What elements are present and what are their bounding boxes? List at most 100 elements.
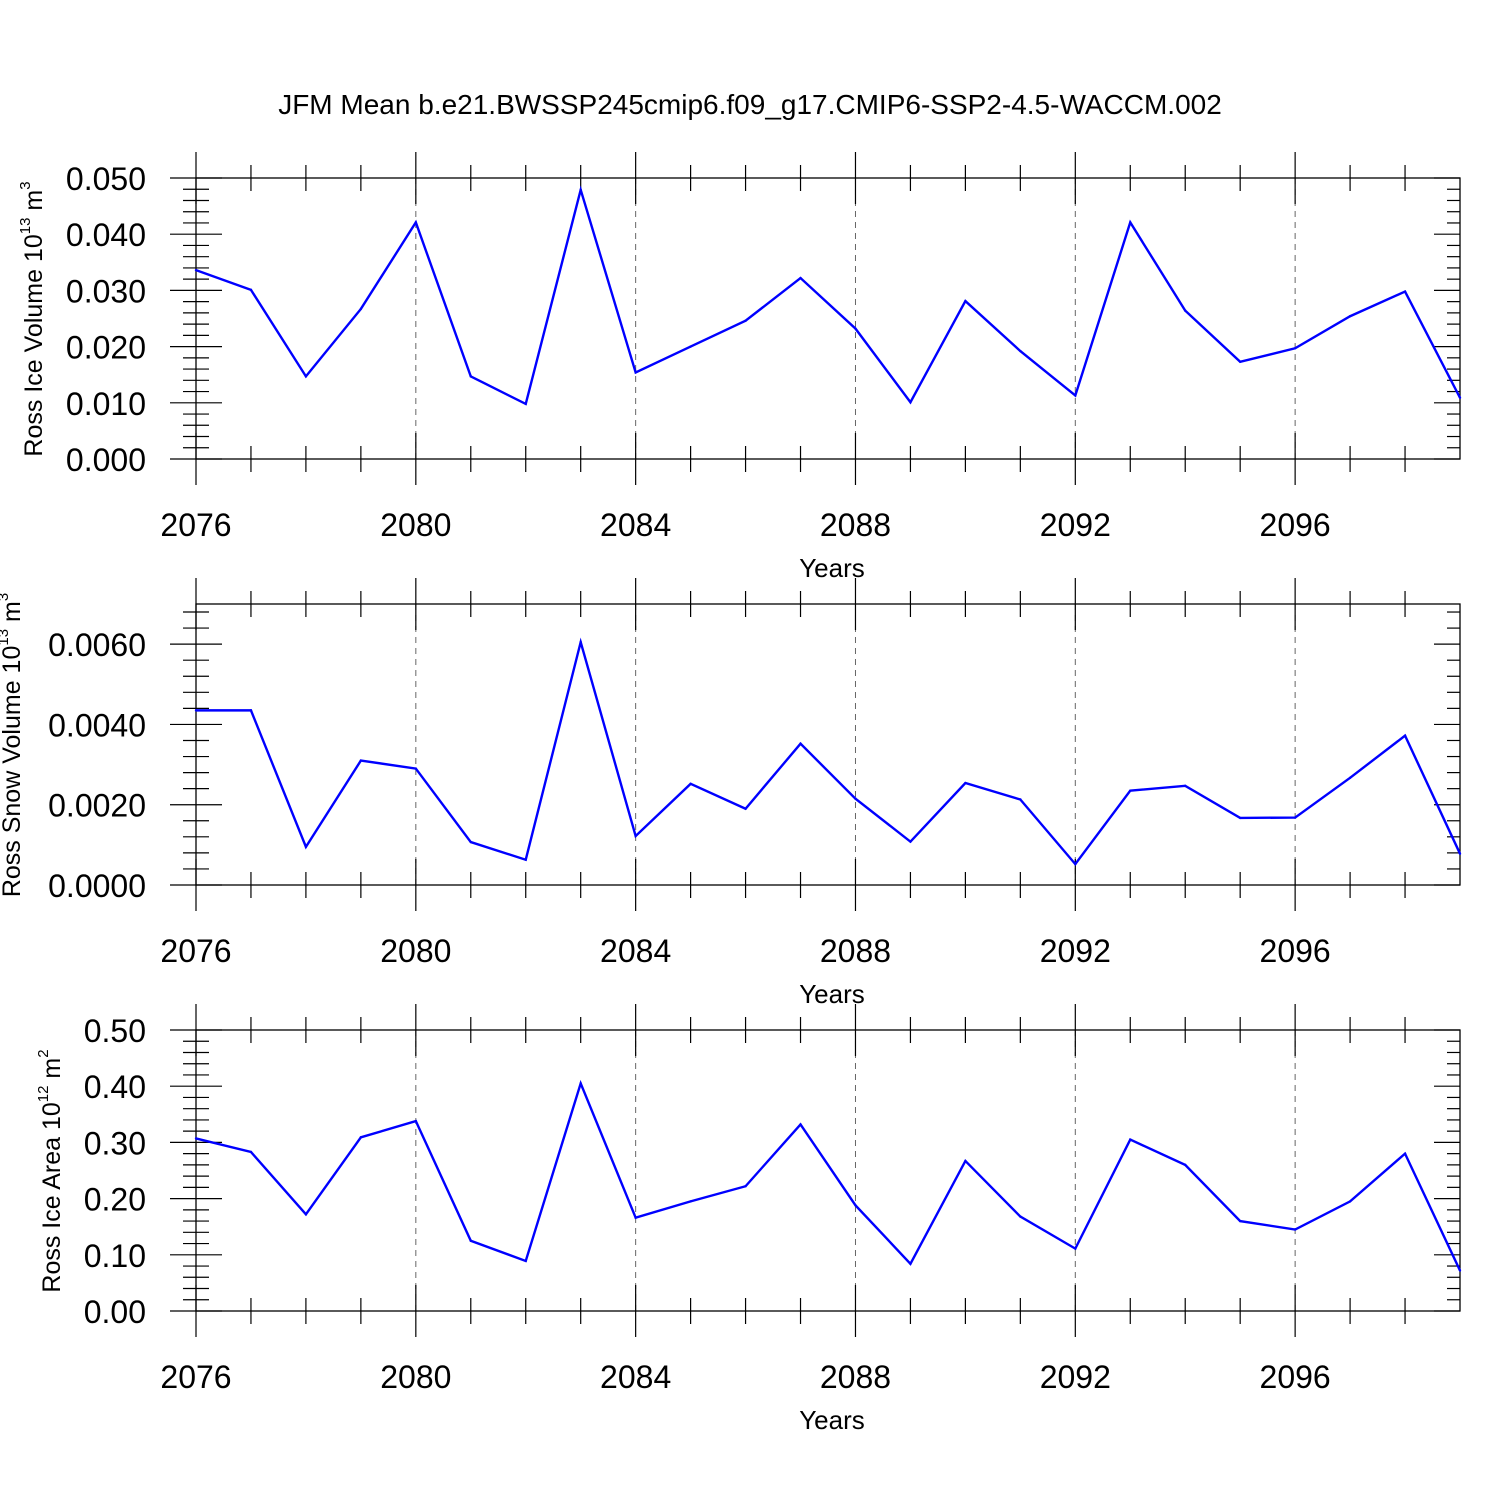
- x-tick-label: 2088: [820, 507, 891, 543]
- data-point: [689, 345, 692, 348]
- data-point: [799, 276, 802, 280]
- data-point: [249, 288, 253, 292]
- y-tick-label: 0.20: [84, 1182, 146, 1218]
- x-tick-label: 2096: [1260, 933, 1331, 969]
- data-point: [1293, 816, 1297, 819]
- y-tick-label: 0.10: [84, 1238, 146, 1274]
- data-point: [249, 1150, 253, 1154]
- data-point: [414, 767, 418, 770]
- x-tick-label: 2080: [380, 933, 451, 969]
- chart-panel-3: 0.00 0.10 0.20 0.30 0.40 0.50 2076 2080 2084 2088…: [35, 1004, 1462, 1435]
- y-axis-label-unit: m: [20, 190, 48, 218]
- y-tick-label: 0.50: [84, 1013, 146, 1049]
- y-tick-label: 0.020: [66, 330, 146, 366]
- data-point: [1074, 1247, 1077, 1250]
- data-point: [414, 221, 418, 224]
- data-point: [1184, 784, 1187, 788]
- data-point: [964, 1159, 967, 1163]
- y-tick-label: 0.40: [84, 1069, 146, 1105]
- y-axis-label: Ross Ice Volume 1013 m3: [17, 181, 48, 456]
- y-axis-label-unit: m: [0, 601, 26, 629]
- data-point: [634, 834, 637, 838]
- data-point: [194, 268, 198, 272]
- y-tick-label: 0.30: [84, 1125, 146, 1161]
- x-tick-label: 2084: [600, 1359, 671, 1395]
- plot-frame: [195, 177, 1461, 460]
- x-tick-label: 2092: [1040, 933, 1111, 969]
- data-point: [909, 840, 912, 843]
- plot-frame: [195, 1029, 1461, 1312]
- data-point: [689, 1200, 692, 1203]
- data-point: [909, 1262, 912, 1265]
- data-point: [1074, 394, 1077, 397]
- y-tick-label: 0.050: [66, 161, 146, 197]
- series-line: [195, 185, 1462, 406]
- data-point: [1238, 1219, 1242, 1223]
- x-tick-label: 2088: [820, 1359, 891, 1395]
- data-point: [1348, 776, 1352, 780]
- x-tick-label: 2076: [160, 933, 231, 969]
- data-point: [524, 858, 527, 861]
- data-point: [1293, 1228, 1297, 1231]
- data-point: [799, 1123, 802, 1126]
- x-tick-label: 2080: [380, 1359, 451, 1395]
- y-tick-label: 0.00: [84, 1294, 146, 1330]
- series-line: [195, 1079, 1462, 1272]
- data-point: [1184, 309, 1187, 312]
- y-tick-label: 0.0000: [48, 868, 146, 904]
- data-point: [854, 327, 857, 330]
- data-point: [1403, 1152, 1407, 1155]
- data-point: [1129, 1138, 1132, 1141]
- x-tick-label: 2076: [160, 507, 231, 543]
- x-axis-label: Years: [799, 979, 865, 1009]
- data-point: [304, 1213, 308, 1216]
- data-point: [359, 759, 363, 762]
- y-axis-label-unit: m: [38, 1058, 66, 1086]
- data-point: [909, 401, 912, 404]
- x-axis-label: Years: [799, 1405, 865, 1435]
- data-point: [524, 1259, 527, 1263]
- y-axis-label-main: Ross Ice Volume 10: [20, 234, 48, 456]
- data-point: [1238, 816, 1242, 820]
- data-point: [689, 782, 692, 786]
- y-tick-label: 0.0020: [48, 788, 146, 824]
- y-tick-label: 0.040: [66, 217, 146, 253]
- data-point: [744, 319, 747, 322]
- data-point: [1403, 290, 1407, 293]
- data-point: [579, 1082, 582, 1085]
- y-tick-label: 0.0040: [48, 707, 146, 743]
- x-tick-label: 2092: [1040, 1359, 1111, 1395]
- data-point: [359, 307, 363, 311]
- data-point: [1403, 734, 1407, 737]
- data-point: [469, 1239, 472, 1242]
- data-point: [1019, 349, 1022, 353]
- data-point: [524, 402, 527, 406]
- data-point: [1348, 1200, 1352, 1203]
- data-point: [249, 709, 253, 712]
- data-point: [1019, 1215, 1022, 1218]
- y-axis-label-exponent: 13: [0, 629, 12, 646]
- y-axis-label-unit-exponent: 3: [17, 181, 34, 189]
- data-point: [359, 1136, 363, 1139]
- y-axis-label-unit-exponent: 3: [0, 593, 12, 601]
- data-point: [1238, 360, 1242, 363]
- data-point: [1458, 1269, 1462, 1272]
- chart-panel-1: 0.000 0.010 0.020 0.030 0.040 0.050 2076 2080 20…: [17, 152, 1462, 583]
- data-point: [744, 1185, 747, 1188]
- y-axis-label-main: Ross Ice Area 10: [38, 1102, 66, 1292]
- y-axis-label-exponent: 13: [17, 218, 34, 235]
- series-line: [196, 637, 1462, 867]
- x-tick-label: 2076: [160, 1359, 231, 1395]
- y-tick-label: 0.030: [66, 273, 146, 309]
- y-axis-label: Ross Snow Volume 1013 m3: [0, 593, 26, 897]
- data-point: [854, 1204, 857, 1207]
- y-axis-label-exponent: 12: [35, 1086, 52, 1103]
- data-point: [1458, 396, 1462, 399]
- x-tick-label: 2096: [1260, 1359, 1331, 1395]
- data-point: [744, 807, 747, 810]
- x-tick-label: 2088: [820, 933, 891, 969]
- data-point: [1348, 315, 1352, 318]
- data-point: [1184, 1163, 1187, 1167]
- data-point: [799, 742, 802, 745]
